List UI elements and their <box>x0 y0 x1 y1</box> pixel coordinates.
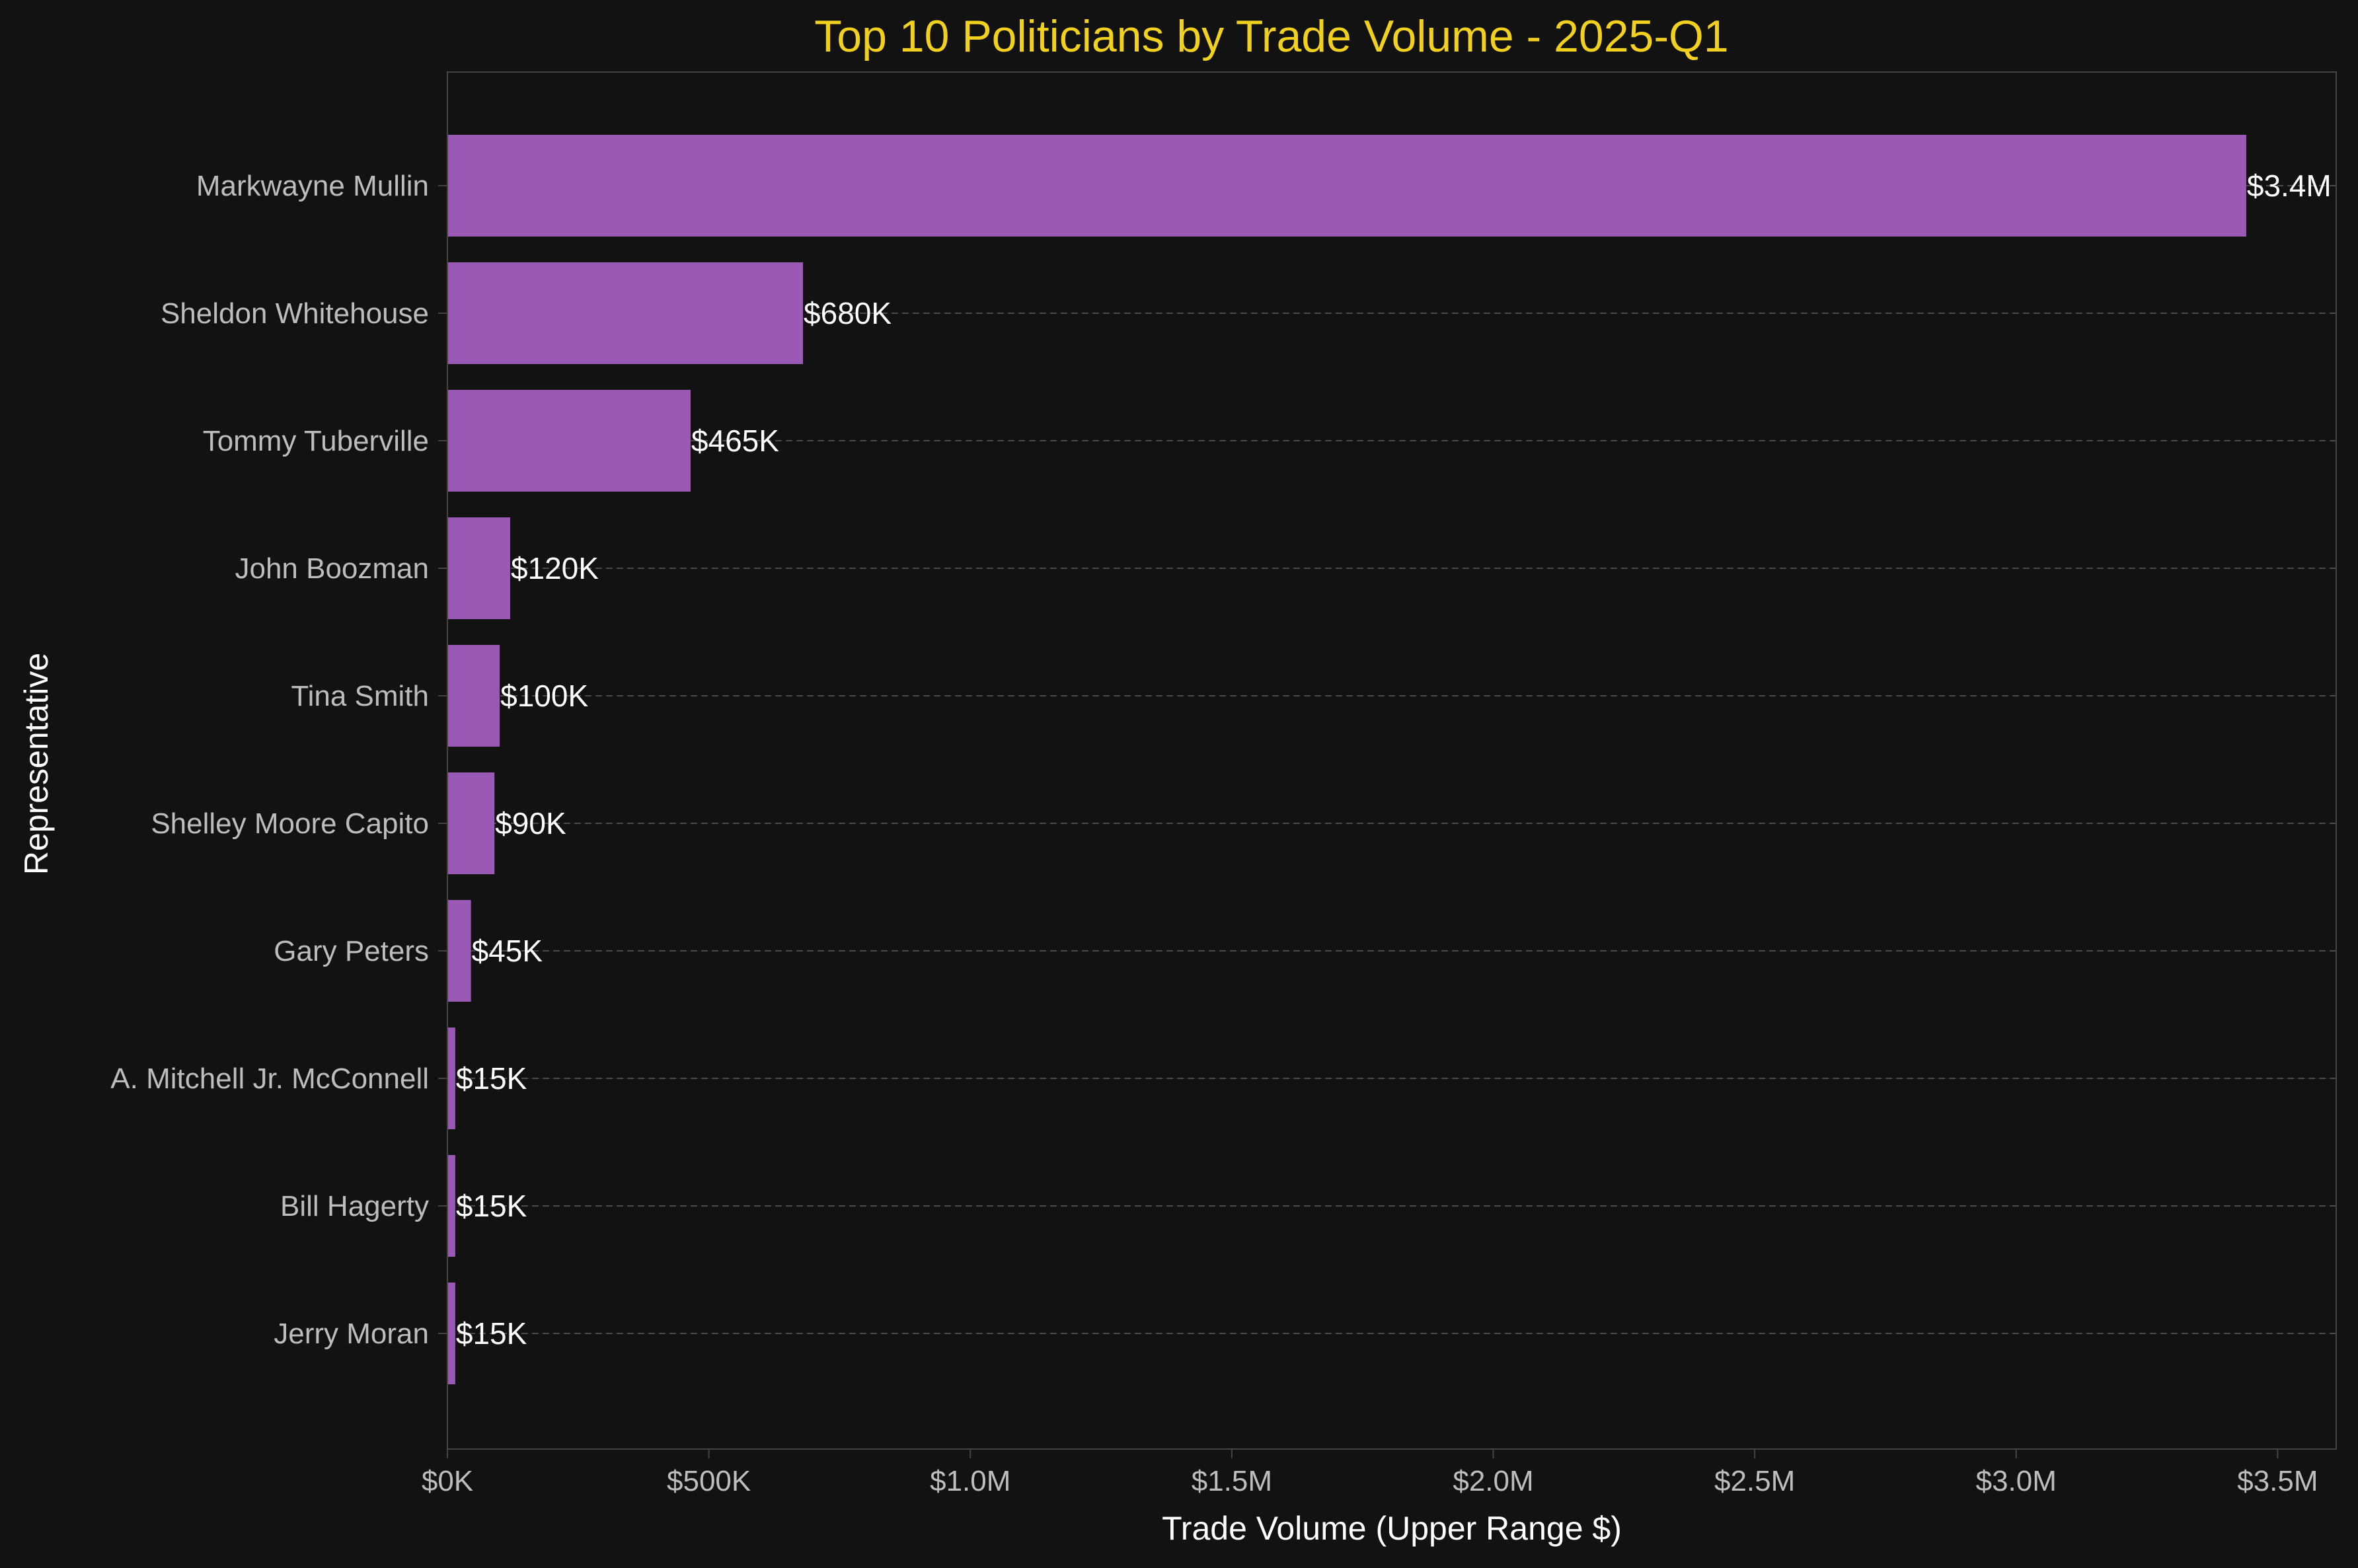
bar <box>447 900 471 1002</box>
bar-value-label: $680K <box>804 296 892 330</box>
x-tick-label: $0K <box>422 1465 473 1497</box>
x-axis-label: Trade Volume (Upper Range $) <box>1162 1510 1622 1547</box>
bar <box>447 1027 455 1129</box>
bar-value-label: $465K <box>691 424 779 458</box>
x-tick-label: $1.5M <box>1192 1465 1272 1497</box>
y-tick-label: Tina Smith <box>291 680 429 712</box>
bar-value-label: $100K <box>500 679 588 713</box>
bar-value-label: $120K <box>511 551 599 585</box>
bar <box>447 1155 455 1257</box>
y-tick-label: Tommy Tuberville <box>203 425 429 457</box>
y-tick-label: Markwayne Mullin <box>196 170 429 202</box>
y-tick-label: A. Mitchell Jr. McConnell <box>110 1063 429 1095</box>
bar-value-label: $15K <box>456 1316 527 1351</box>
bars <box>447 135 2246 1384</box>
bar-value-label: $15K <box>456 1061 527 1096</box>
plot-frame <box>447 71 2337 1450</box>
bar <box>447 1283 455 1384</box>
y-tick-label: Sheldon Whitehouse <box>161 297 429 330</box>
bar-value-label: $45K <box>472 934 543 968</box>
chart-title: Top 10 Politicians by Trade Volume - 202… <box>814 11 1728 61</box>
bar <box>447 517 510 619</box>
bar <box>447 390 691 492</box>
bar <box>447 772 495 874</box>
bar-value-label: $3.4M <box>2247 168 2332 203</box>
x-tick-label: $2.5M <box>1714 1465 1795 1497</box>
x-tick-label: $2.0M <box>1453 1465 1533 1497</box>
y-tick-labels: Markwayne Mullin Sheldon Whitehouse Tommy … <box>110 170 447 1350</box>
y-axis-label: Representative <box>18 653 55 875</box>
x-tick-label: $3.5M <box>2237 1465 2318 1497</box>
bar-value-labels: $3.4M $680K $465K $120K $100K $90K $45K $15K $15… <box>456 168 2332 1351</box>
x-tick-label: $1.0M <box>930 1465 1010 1497</box>
y-tick-label: John Boozman <box>235 552 429 585</box>
x-tick-label: $3.0M <box>1976 1465 2057 1497</box>
x-tick-label: $500K <box>667 1465 751 1497</box>
axes-frame <box>447 71 2337 1450</box>
y-tick-label: Bill Hagerty <box>280 1190 429 1222</box>
bar-value-label: $90K <box>495 806 566 840</box>
bar <box>447 135 2246 237</box>
bar <box>447 262 804 364</box>
y-tick-label: Gary Peters <box>274 935 429 967</box>
bar-value-label: $15K <box>456 1189 527 1223</box>
x-tick-labels: $0K $500K $1.0M $1.5M $2.0M $2.5M $3.0M $3.5M <box>422 1449 2318 1497</box>
y-tick-label: Jerry Moran <box>274 1318 429 1350</box>
bar <box>447 645 500 747</box>
y-tick-label: Shelley Moore Capito <box>151 807 429 840</box>
